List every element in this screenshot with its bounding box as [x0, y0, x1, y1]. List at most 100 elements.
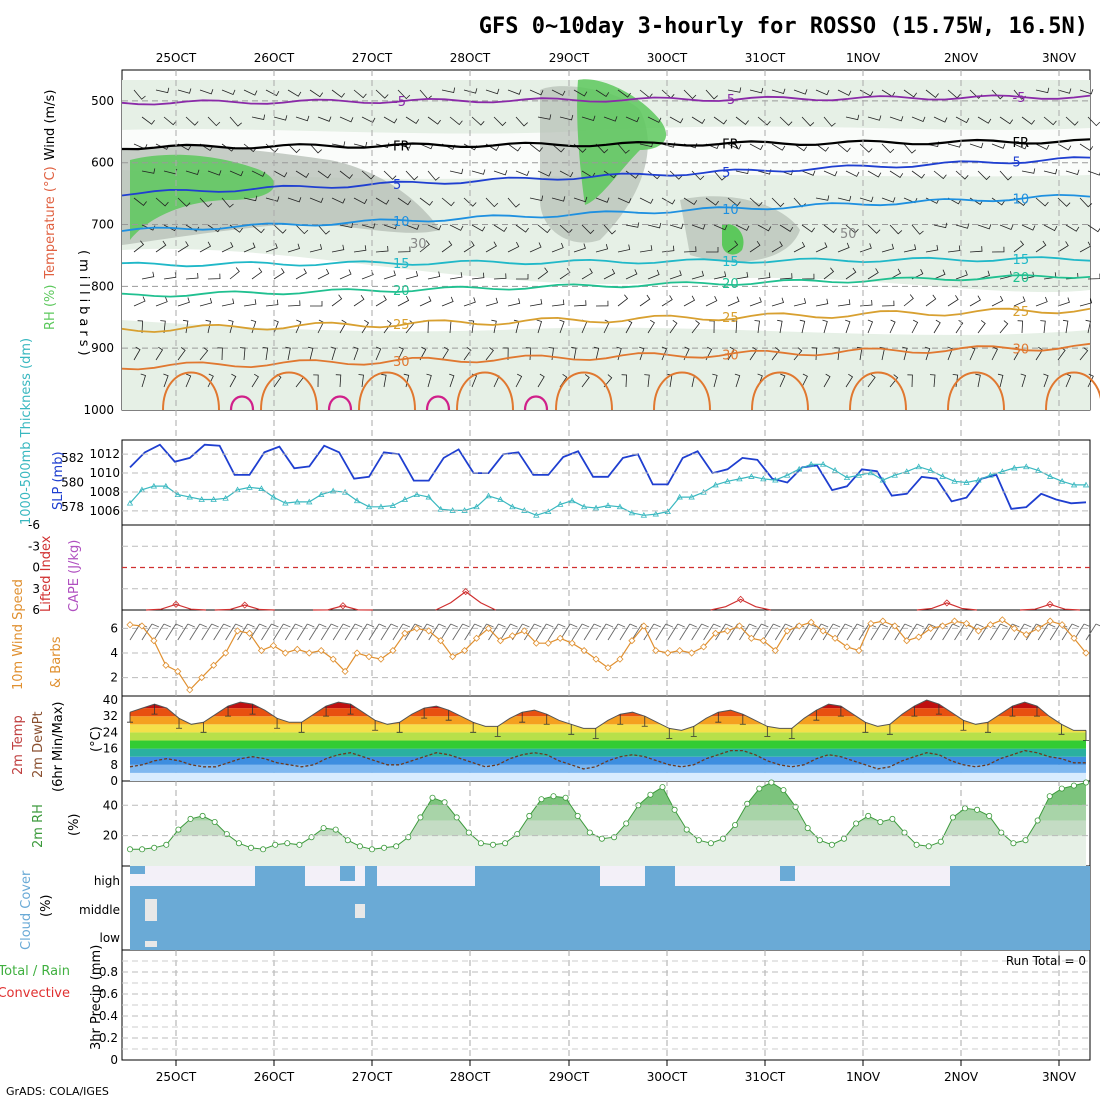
wind-barb [709, 320, 715, 334]
rh2m-marker [853, 820, 860, 827]
lifted-index-tick-label: 3 [32, 582, 40, 596]
wind-barb [793, 197, 806, 208]
wind-barb [969, 246, 983, 253]
wind-speed-marker [449, 653, 457, 661]
thickness-marker [855, 471, 863, 478]
wind-speed-marker [771, 646, 779, 655]
wind-barb [471, 224, 486, 232]
wind-barb [661, 346, 668, 361]
wind-barb [845, 373, 854, 388]
wind-barb [273, 623, 291, 641]
wind-speed-marker [353, 649, 361, 657]
wind-barb [287, 89, 302, 97]
wind-barb [441, 346, 449, 361]
wind-barb [977, 224, 992, 230]
wind-speed-marker [389, 646, 397, 655]
rh2m-marker [247, 844, 254, 851]
temperature-contour [229, 395, 255, 411]
precip-axis-label: 3hr Precip (mm) [89, 945, 104, 1050]
wind-barb [537, 224, 551, 234]
temperature-contour-label: -5 [722, 93, 735, 108]
temperature-contour-label: FR [722, 138, 739, 153]
wind-barb [837, 89, 852, 96]
wind-speed-marker [305, 649, 313, 657]
wind-barb [485, 297, 498, 307]
wind-barb [507, 298, 521, 307]
wind-barb [713, 116, 728, 125]
rh2m-marker [889, 815, 896, 822]
date-tick-label-top: 29OCT [549, 51, 590, 65]
thickness-line [129, 463, 1086, 516]
thickness-marker [174, 491, 181, 498]
rh2m-marker [623, 820, 630, 827]
wind-barb [449, 116, 463, 126]
rh2m-marker [841, 835, 848, 842]
wind-barb [997, 373, 1004, 388]
wind-barb [177, 241, 189, 253]
wind-barb [405, 224, 420, 230]
wind-barb [317, 116, 332, 122]
wind-barb [441, 240, 453, 253]
wind-speed-marker [544, 639, 552, 647]
wind-barb [353, 89, 367, 99]
wind-barb [639, 294, 651, 307]
wind-barb [375, 346, 382, 361]
wind-barb [1043, 224, 1058, 232]
minmax-marker [1083, 730, 1089, 741]
wind-barb [955, 170, 969, 180]
wind-barb [771, 347, 780, 361]
wind-barb [1013, 197, 1027, 206]
wind-speed-marker [891, 622, 899, 630]
wind-barb [177, 623, 195, 641]
wind-barb [793, 143, 808, 152]
wind-barb [925, 294, 937, 307]
thickness-marker [306, 498, 313, 505]
wind-speed-marker [556, 634, 564, 642]
wind-barb [229, 170, 244, 177]
wind-barb [427, 271, 441, 280]
rh2m-axis-label: 2m RH [31, 804, 46, 848]
rh2m-marker [211, 819, 218, 826]
wind-barb [155, 346, 164, 361]
wind-barb [881, 243, 894, 253]
minmax-marker [617, 714, 624, 725]
minmax-marker [494, 726, 501, 737]
rh2m-marker [368, 846, 375, 853]
date-tick-label-bottom: 26OCT [254, 1070, 295, 1084]
wind-barb [679, 623, 697, 641]
wind-barb [739, 623, 757, 641]
wind-barb [428, 623, 446, 641]
wind-barb [999, 320, 1009, 334]
wind-barb [845, 170, 860, 177]
wind-speed-marker [688, 649, 696, 657]
wind-barb [911, 224, 924, 235]
date-tick-label-top: 31OCT [745, 51, 786, 65]
wind-barb [815, 89, 830, 96]
wind-barb [815, 242, 828, 253]
thickness-marker [473, 503, 480, 510]
wind-speed-marker [1046, 617, 1054, 625]
date-tick-label-bottom: 31OCT [745, 1070, 786, 1084]
minmax-marker [176, 718, 183, 729]
temperature-contour-label: 5 [722, 166, 730, 181]
wind-barb [488, 623, 506, 641]
wind-barb [155, 296, 168, 307]
wind-barb [551, 242, 564, 253]
wind-barb [537, 373, 545, 388]
precip-tick-label: 0.8 [99, 965, 118, 979]
wind-barb [903, 244, 917, 253]
wind-barb [503, 347, 509, 361]
wind-barb [309, 143, 322, 154]
run-total-label: Run Total = 0 [1006, 954, 1086, 968]
pressure-tick-label: 1000 [83, 403, 114, 417]
wind-barb [595, 143, 609, 154]
thickness-marker [246, 484, 253, 490]
wind-barb [617, 143, 630, 154]
wind-barb [706, 247, 719, 253]
wind-barb [308, 623, 327, 641]
wind-barb [309, 197, 324, 204]
rh2m-marker [344, 837, 351, 844]
thickness-marker [604, 502, 612, 508]
wind-barb [573, 243, 586, 253]
wind-barb [793, 89, 808, 95]
